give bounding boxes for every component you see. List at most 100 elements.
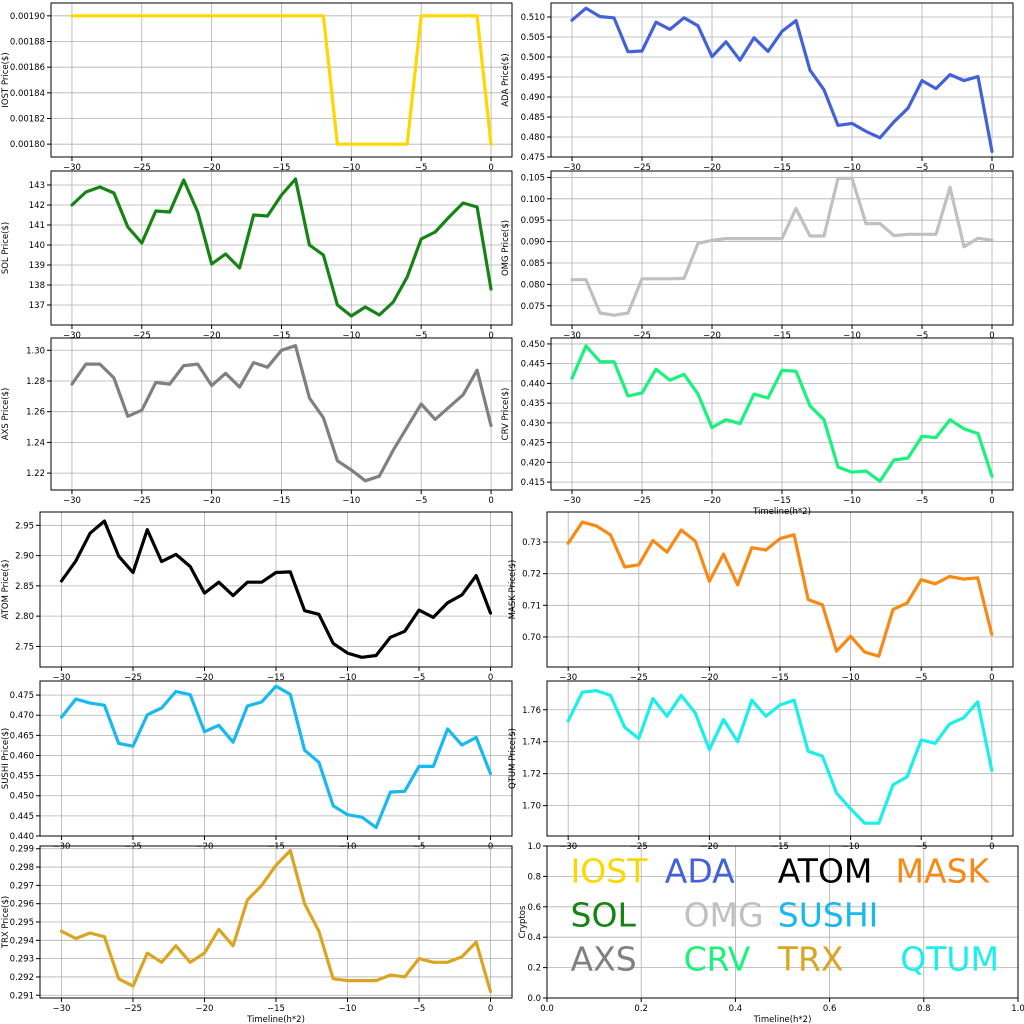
y-tick-label: 1.24 <box>26 438 45 448</box>
x-tick-label: −25 <box>633 496 651 506</box>
y-tick-label: 0.505 <box>521 33 545 43</box>
legend-word: MASK <box>896 851 991 890</box>
y-tick-label: 0.73 <box>522 538 541 548</box>
chart-panel-9: −30 −25 −20 −15 −10 −5 0 1.70 1.72 1.74 1.76 QTUM P… <box>508 680 1014 852</box>
x-tick-label: −20 <box>196 1004 214 1014</box>
series-line <box>59 684 493 830</box>
y-tick-label: 139 <box>29 261 45 271</box>
chart-panel-6: −30 −25 −20 −15 −10 −5 0 2.75 2.80 2.85 2.90 2.95 AT… <box>1 511 513 683</box>
x-tick-label: −10 <box>843 331 861 341</box>
y-tick-label: 0.445 <box>10 812 34 822</box>
x-tick-label: −20 <box>700 842 718 852</box>
y-tick-label: 0.297 <box>10 881 34 891</box>
y-tick-label: 0.295 <box>10 918 34 928</box>
x-tick-label: 0.0 <box>540 1004 554 1014</box>
y-tick-label: 1.30 <box>26 346 45 356</box>
x-tick-label: −5 <box>915 673 928 683</box>
x-tick-label: −30 <box>559 673 577 683</box>
y-tick-label: 0.70 <box>522 633 541 643</box>
y-tick-label: 2.90 <box>15 552 34 562</box>
x-tick-label: −20 <box>203 163 221 173</box>
y-tick-label: 0.435 <box>521 399 545 409</box>
y-tick-label: 0.490 <box>521 93 545 103</box>
x-tick-label: −5 <box>413 673 426 683</box>
x-axis-label: Timeline(h*2) <box>753 1015 812 1024</box>
x-tick-label: −30 <box>63 331 81 341</box>
y-tick-label: 0.4 <box>527 933 541 943</box>
y-tick-label: 0.100 <box>521 195 545 205</box>
y-tick-label: 0.425 <box>521 439 545 449</box>
legend-word: CRV <box>684 940 751 979</box>
x-tick-label: 0 <box>488 331 493 341</box>
y-tick-label: 0.440 <box>10 832 34 842</box>
y-tick-label: 0.430 <box>521 419 545 429</box>
x-tick-label: 0.2 <box>634 1004 648 1014</box>
x-tick-label: −5 <box>415 163 428 173</box>
x-tick-label: −20 <box>700 673 718 683</box>
y-tick-label: 0.455 <box>10 772 34 782</box>
x-tick-label: −30 <box>52 1004 70 1014</box>
x-tick-label: −20 <box>703 496 721 506</box>
x-tick-label: −20 <box>703 163 721 173</box>
y-tick-label: 0.075 <box>521 302 545 312</box>
x-tick-label: −10 <box>342 331 360 341</box>
y-tick-label: 0.095 <box>521 216 545 226</box>
x-tick-label: 0 <box>488 1004 493 1014</box>
series-line <box>70 344 493 483</box>
y-tick-label: 2.95 <box>15 521 34 531</box>
x-tick-label: −25 <box>633 331 651 341</box>
x-tick-label: −10 <box>842 842 860 852</box>
x-tick-label: 0 <box>989 496 994 506</box>
y-axis-label: MASK Price($) <box>508 560 518 620</box>
legend-word: SOL <box>571 896 637 935</box>
y-tick-label: 0.475 <box>10 691 34 701</box>
x-tick-label: −15 <box>267 673 285 683</box>
chart-panel-0: −30 −25 −20 −15 −10 −5 0 0.00180 0.00182 0.00184 0… <box>1 2 513 173</box>
x-tick-label: −30 <box>563 331 581 341</box>
legend-word: ADA <box>665 851 735 890</box>
y-tick-label: 143 <box>29 181 45 191</box>
chart-panel-1: −30 −25 −20 −15 −10 −5 0 0.475 0.480 0.485 0.490 0.… <box>501 2 1014 173</box>
y-tick-label: 0.71 <box>522 601 541 611</box>
x-tick-label: 0 <box>488 163 493 173</box>
y-tick-label: 0.475 <box>521 153 545 163</box>
y-tick-label: 0.00182 <box>10 115 45 125</box>
y-tick-label: 0.090 <box>521 238 545 248</box>
x-tick-label: −10 <box>339 1004 357 1014</box>
chart-panel-10: −30 −25 −20 −15 −10 −5 0 0.291 0.292 0.293 0.294 0.… <box>1 845 513 1024</box>
x-tick-label: −15 <box>273 163 291 173</box>
y-tick-label: 0.500 <box>521 53 545 63</box>
y-tick-label: 1.70 <box>522 802 541 812</box>
x-tick-label: 0.6 <box>823 1004 837 1014</box>
legend-word: AXS <box>571 940 637 979</box>
chart-panel-3: −30 −25 −20 −15 −10 −5 0 0.075 0.080 0.085 0.090 0.… <box>501 170 1014 341</box>
y-tick-label: 2.80 <box>15 612 34 622</box>
y-tick-label: 0.420 <box>521 458 545 468</box>
series-line <box>70 14 493 146</box>
x-tick-label: −5 <box>916 331 929 341</box>
y-tick-label: 1.0 <box>527 842 541 852</box>
x-tick-label: −25 <box>630 673 648 683</box>
y-axis-label: SOL Price($) <box>1 222 11 274</box>
x-tick-label: −15 <box>773 331 791 341</box>
series-line <box>566 520 994 658</box>
y-axis-label: QTUM Price($) <box>508 728 518 789</box>
y-tick-label: 0.450 <box>10 792 34 802</box>
x-tick-label: −15 <box>273 331 291 341</box>
y-tick-label: 0.00184 <box>10 89 45 99</box>
y-axis-label: SUSHI Price($) <box>1 728 11 789</box>
x-tick-label: −15 <box>771 842 789 852</box>
y-tick-label: 0.72 <box>522 570 541 580</box>
y-tick-label: 0.465 <box>10 731 34 741</box>
y-tick-label: 0.292 <box>10 973 34 983</box>
x-tick-label: −25 <box>133 163 151 173</box>
x-tick-label: −5 <box>415 331 428 341</box>
x-tick-label: −5 <box>915 842 928 852</box>
y-tick-label: 0.298 <box>10 863 34 873</box>
y-tick-label: 1.26 <box>26 408 45 418</box>
y-tick-label: 0.293 <box>10 955 34 965</box>
y-tick-label: 1.74 <box>522 738 541 748</box>
x-tick-label: 0 <box>989 842 994 852</box>
x-tick-label: −10 <box>842 673 860 683</box>
x-tick-label: −20 <box>196 673 214 683</box>
